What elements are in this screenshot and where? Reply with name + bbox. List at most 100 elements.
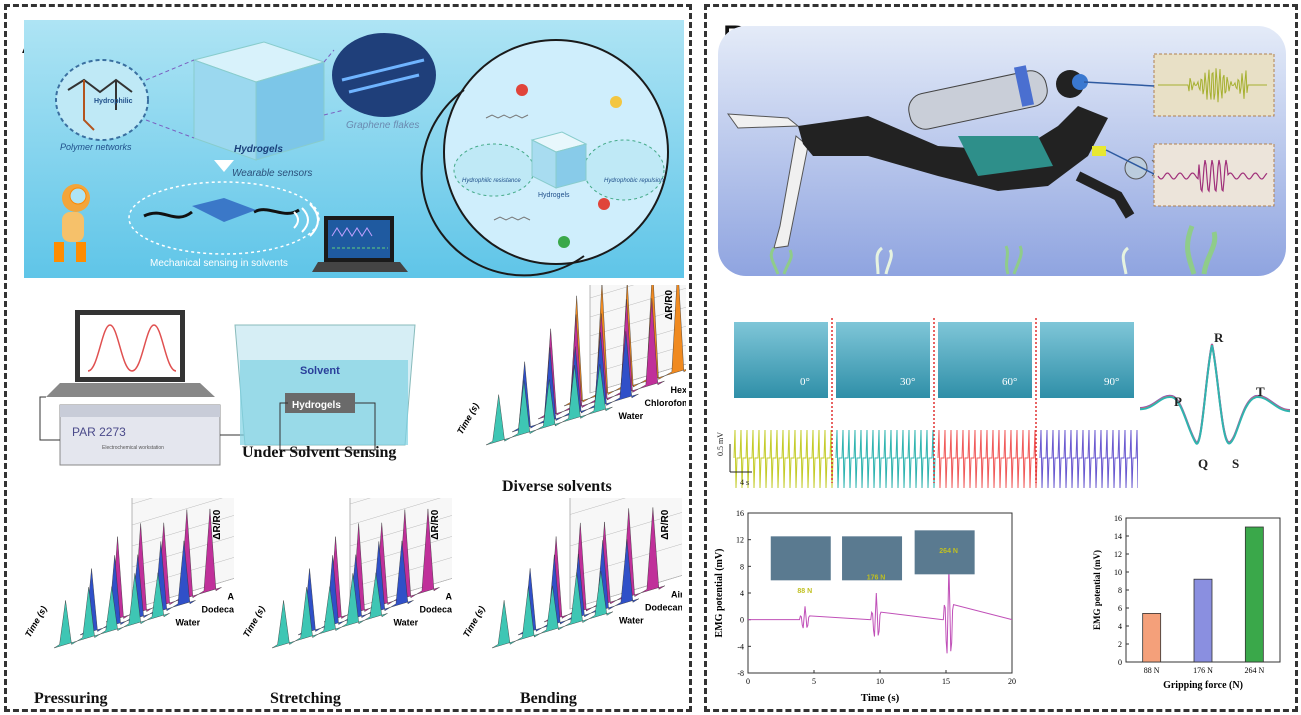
x-tick-label: 20 <box>1008 677 1016 686</box>
scuba-diver-icon <box>726 65 1135 249</box>
x-tick-label: 176 N <box>1193 666 1213 675</box>
ecg-segment <box>1039 429 1140 489</box>
gripping-bar-chart: 0 2 4 6 8 10 12 14 16 88 N 176 N 264 N EMG potential… <box>1090 512 1290 697</box>
hydrophilic-label: Hydrophilic <box>94 98 133 105</box>
hydrogel-cube-icon <box>192 41 326 161</box>
pqrst-curve <box>1139 344 1291 445</box>
series-label: Air <box>228 591 235 601</box>
hand-photo <box>770 536 831 581</box>
y-axis-label: EMG potential (mV) <box>1092 550 1102 630</box>
series-label: Water <box>394 617 419 627</box>
photo-strip: 0° 30° 60° 90° <box>734 322 1134 398</box>
series-label: Dodecane <box>645 603 682 613</box>
solvent-label: Solvent <box>300 365 340 377</box>
photo-90deg <box>1040 322 1134 398</box>
series-label: Air <box>446 591 453 601</box>
y-tick-label: -8 <box>737 669 744 678</box>
photo-0deg <box>734 322 828 398</box>
hand-photo <box>842 536 903 581</box>
time-axis-label: Time (s) <box>462 604 487 639</box>
x-tick-label: 15 <box>942 677 950 686</box>
x-tick-label: 10 <box>876 677 884 686</box>
setup-illustration: Solvent Hydrogels PAR 2273 Electrochemic… <box>30 305 450 475</box>
series-peaks <box>53 572 170 649</box>
hydrogels-label: Hydrogels <box>234 144 283 155</box>
pressuring-chart: 051015202530ΔR/R0AirDodecaneWaterTime (s… <box>23 444 261 678</box>
y-tick-label: 0 <box>1118 658 1122 667</box>
scale-voltage: 0.5 mV <box>716 432 725 456</box>
emg-time-chart: -8 -4 0 4 8 12 16 0 5 10 15 20 88 N 176 N 264 N EMG pot… <box>712 505 1022 710</box>
ecg-q: Q <box>1198 456 1209 471</box>
x-axis-label: Gripping force (N) <box>1163 680 1243 691</box>
angle-30: 30° <box>900 376 916 388</box>
bar <box>1142 613 1162 663</box>
ecg-s: S <box>1232 456 1240 471</box>
wearable-sensors-label: Wearable sensors <box>232 168 313 179</box>
panel-b <box>704 4 1298 712</box>
time-axis-label: Time (s) <box>456 401 481 436</box>
ecg-r: R <box>1214 330 1224 345</box>
diverse-caption: Diverse solvents <box>502 478 612 495</box>
y-tick-label: 4 <box>740 589 744 598</box>
x-tick-label: 0 <box>746 677 750 686</box>
laptop-icon <box>312 216 408 272</box>
stretching-chart: 020406080100120ΔR/R0AirDodecaneWaterTime… <box>241 444 483 678</box>
series-label: Hexane <box>671 385 687 395</box>
angle-90: 90° <box>1104 376 1120 388</box>
x-tick-label: 5 <box>812 677 816 686</box>
cartoon-diver-icon <box>54 184 90 262</box>
series-label: Water <box>176 617 201 627</box>
hydrogels-inner-label: Hydrogels <box>538 192 570 199</box>
hydrophilic-resistance-label: Hydrophilic resistance <box>462 178 521 184</box>
series-peaks <box>297 540 414 636</box>
y-axis-label: EMG potential (mV) <box>714 549 725 638</box>
bending-caption: Bending <box>520 690 577 707</box>
y-tick-label: 10 <box>1114 568 1122 577</box>
burst-label: 88 N <box>797 588 812 595</box>
time-axis-label: Time (s) <box>24 604 49 639</box>
polymer-networks-label: Polymer networks <box>60 142 132 152</box>
y-tick-label: 12 <box>1114 550 1122 559</box>
series-peaks <box>323 508 440 623</box>
scale-time: 4 s <box>740 478 750 487</box>
series-label: Water <box>619 616 644 626</box>
burst-label: 264 N <box>939 548 958 555</box>
setup-caption: Under Solvent Sensing <box>242 444 397 461</box>
series-peaks <box>79 540 196 636</box>
photo-30deg <box>836 322 930 398</box>
series-peaks <box>105 508 222 623</box>
y-tick-label: 0 <box>740 616 744 625</box>
stretching-caption: Stretching <box>270 690 341 707</box>
panel-a <box>4 4 692 712</box>
series-peaks <box>485 364 613 446</box>
graphene-flakes-label: Graphene flakes <box>346 120 420 131</box>
grid-line <box>131 511 248 547</box>
ecg-p: P <box>1174 394 1182 409</box>
y-tick-label: 4 <box>1118 622 1122 631</box>
y-tick-label: 14 <box>1114 532 1122 541</box>
ecg-segment <box>937 429 1038 489</box>
bar <box>1244 526 1264 663</box>
ecg-t: T <box>1256 384 1265 399</box>
y-tick-label: 16 <box>1114 514 1122 523</box>
hand-photo <box>914 530 975 575</box>
diver-illustration <box>718 26 1286 276</box>
mechanical-sensing-label: Mechanical sensing in solvents <box>150 258 288 269</box>
y-tick-label: 2 <box>1118 640 1122 649</box>
y-tick-label: 8 <box>740 562 744 571</box>
angle-0: 0° <box>800 376 810 388</box>
setup-hydrogels-label: Hydrogels <box>292 400 341 411</box>
y-tick-label: 12 <box>736 536 744 545</box>
series-label: Dodecane <box>202 604 235 614</box>
grid-line <box>569 509 692 547</box>
photo-60deg <box>938 322 1032 398</box>
workstation-icon <box>59 404 221 466</box>
y-tick-label: 16 <box>736 509 744 518</box>
bending-chart: 010203040ΔR/R0AirDodecaneWaterTime (s) <box>461 443 704 678</box>
ecg-strip <box>726 318 1140 498</box>
z-axis-label: ΔR/R0 <box>430 509 441 539</box>
x-tick-label: 88 N <box>1144 666 1160 675</box>
hydrogel-schematic: Polymer networks Hydrogels Graphene flak… <box>24 20 684 278</box>
angle-60: 60° <box>1002 376 1018 388</box>
pqrst-waveform <box>1139 330 1291 460</box>
